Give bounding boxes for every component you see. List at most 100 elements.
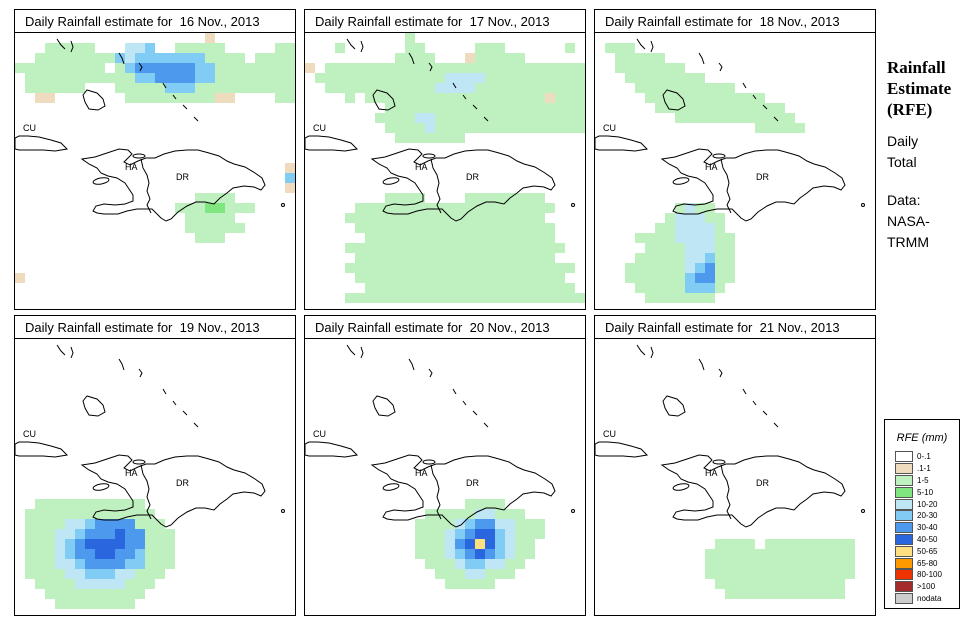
rainfall-cell [455,569,465,579]
rainfall-cell [495,73,505,83]
rainfall-cell [155,519,165,529]
rainfall-cell [555,243,565,253]
rainfall-cell [195,193,205,203]
rainfall-cell [165,93,175,103]
rainfall-cell [465,559,475,569]
rainfall-cell [805,579,815,589]
gonave-island [92,483,110,491]
dr-label: DR [176,478,189,488]
rainfall-cell [495,263,505,273]
rainfall-cell [135,559,145,569]
rainfall-cell [75,579,85,589]
rainfall-cell [215,223,225,233]
legend-swatch [895,451,913,463]
rainfall-cell [525,203,535,213]
rainfall-cell [515,53,525,63]
rainfall-cell [455,263,465,273]
rainfall-cell [65,539,75,549]
rainfall-cell [495,253,505,263]
dr-label: DR [466,172,479,182]
rainfall-cell [685,73,695,83]
rainfall-cell [475,549,485,559]
rainfall-cell [405,33,415,43]
rainfall-cell [495,569,505,579]
rainfall-cell [455,103,465,113]
rainfall-cell [395,93,405,103]
rainfall-cell [85,529,95,539]
rainfall-cell [415,519,425,529]
rainfall-map: CU HA DR [14,32,296,310]
rainfall-cell [755,113,765,123]
rainfall-cell [375,203,385,213]
rainfall-cell [775,549,785,559]
legend-label: 10-20 [917,499,938,509]
rainfall-cell [385,233,395,243]
rainfall-cell [205,83,215,93]
rainfall-cell [125,579,135,589]
rainfall-cell [485,203,495,213]
rainfall-cell [655,293,665,303]
rainfall-cell [445,559,455,569]
rainfall-cell [545,93,555,103]
rainfall-cell [435,203,445,213]
haiti-label: HA [705,162,718,172]
rainfall-cell [415,283,425,293]
rainfall-cell [485,499,495,509]
hispaniola-coastline [660,454,846,528]
panel-title: Daily Rainfall estimate for 19 Nov., 201… [14,315,296,339]
mona-island [281,203,285,207]
rainfall-cell [465,549,475,559]
rainfall-cell [565,93,575,103]
rainfall-cell [145,529,155,539]
rainfall-cell [175,83,185,93]
rainfall-cell [225,203,235,213]
rainfall-cell [635,233,645,243]
rainfall-cell [85,559,95,569]
rainfall-cell [715,243,725,253]
legend-swatch [895,463,913,475]
bahamas-island [462,400,467,406]
rainfall-cell [565,83,575,93]
rainfall-cell [385,223,395,233]
rainfall-cell [565,283,575,293]
rainfall-cell [435,293,445,303]
rainfall-cell [715,283,725,293]
rainfall-cell [655,93,665,103]
rainfall-cell [685,103,695,113]
rainfall-cell [455,123,465,133]
rainfall-cell [475,233,485,243]
rainfall-cell [835,539,845,549]
rainfall-cell [75,539,85,549]
rainfall-cell [355,223,365,233]
rainfall-cell [235,73,245,83]
rainfall-cell [755,123,765,133]
rainfall-cell [485,569,495,579]
rainfall-cell [495,63,505,73]
rainfall-cell [725,559,735,569]
rainfall-cell [535,193,545,203]
rainfall-cell [735,539,745,549]
rainfall-cell [205,33,215,43]
dr-label: DR [756,478,769,488]
rainfall-cell [695,73,705,83]
rainfall-cell [765,589,775,599]
rainfall-cell [545,263,555,273]
rainfall-cell [685,93,695,103]
rainfall-cell [535,283,545,293]
turks-caicos-island [483,422,489,428]
rainfall-cell [95,499,105,509]
rainfall-cell [515,213,525,223]
rainfall-cell [465,53,475,63]
rainfall-cell [705,273,715,283]
rainfall-cell [105,539,115,549]
rainfall-cell [285,83,295,93]
rainfall-cell [405,223,415,233]
bahamas-island [636,38,646,50]
bahamas-island [372,395,396,417]
rainfall-cell [65,589,75,599]
rainfall-cell [335,73,345,83]
rainfall-cell [375,293,385,303]
rainfall-cell [445,63,455,73]
rainfall-cell [745,539,755,549]
rainfall-cell [725,569,735,579]
